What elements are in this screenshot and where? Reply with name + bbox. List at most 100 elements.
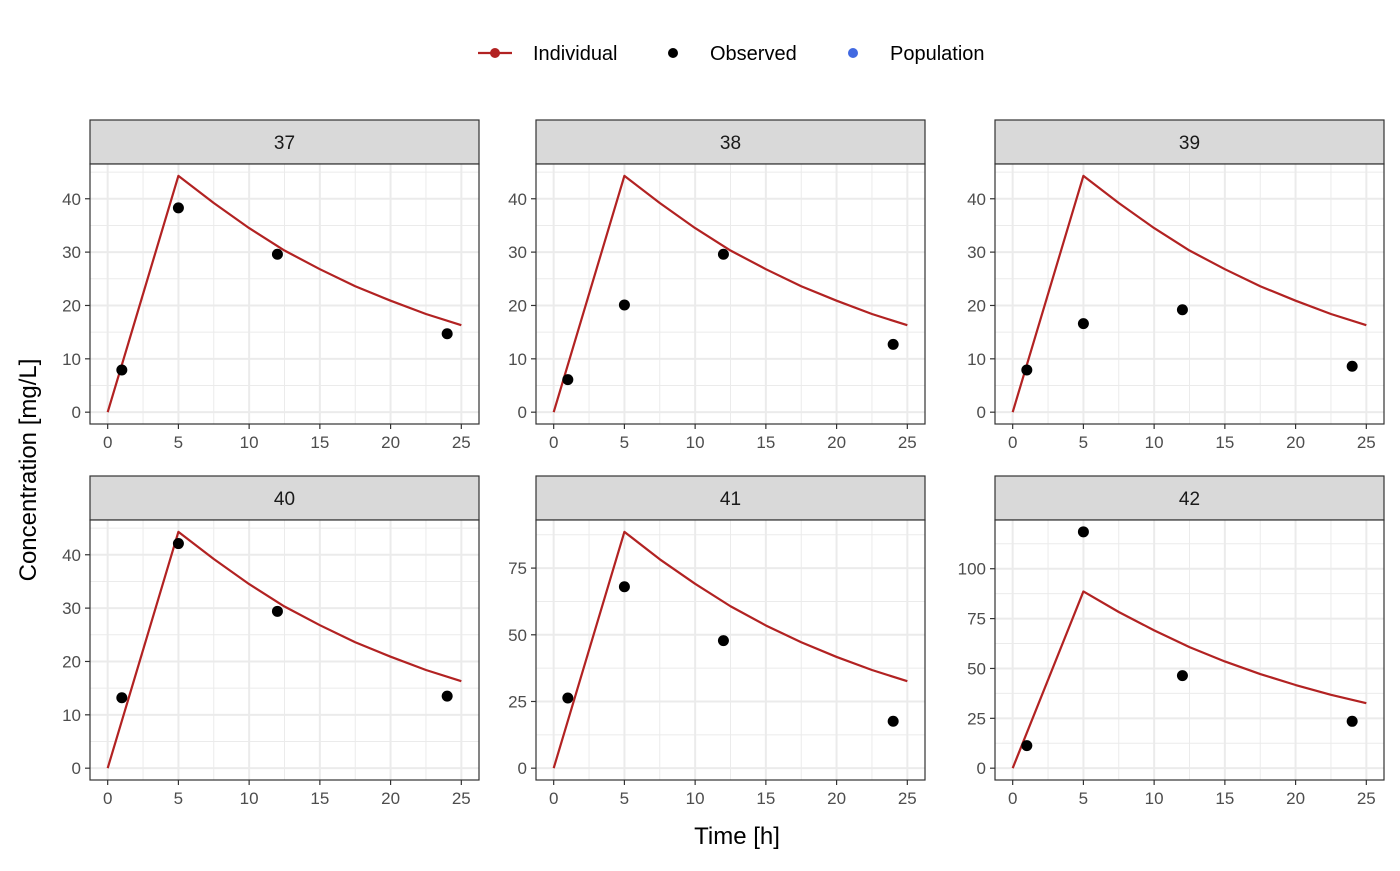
panel-37: 37 0 5 10 15 20 25 0 10 20 30 40 <box>62 119 480 452</box>
legend-label: Individual <box>533 43 618 65</box>
y-tick-label: 25 <box>967 709 986 728</box>
y-tick-label: 40 <box>508 190 527 209</box>
panel-40: 40 0 5 10 15 20 25 0 10 20 30 40 <box>62 475 480 808</box>
series-line-individual <box>1011 590 1367 769</box>
data-point-observed <box>887 338 899 350</box>
x-tick-label: 20 <box>1286 433 1305 452</box>
data-point-observed <box>562 374 574 386</box>
data-point-observed <box>1077 318 1089 330</box>
x-tick-label: 10 <box>240 789 259 808</box>
x-tick-label: 25 <box>1357 433 1376 452</box>
legend-label: Population <box>890 43 985 65</box>
facet-strip-label: 38 <box>720 133 741 154</box>
panel-border <box>89 163 480 425</box>
x-tick-label: 5 <box>620 789 629 808</box>
y-tick-label: 100 <box>958 560 986 579</box>
facet-strip-label: 40 <box>274 489 295 510</box>
y-tick-label: 0 <box>977 759 986 778</box>
x-tick-label: 25 <box>452 789 471 808</box>
x-tick-label: 15 <box>1215 433 1234 452</box>
panel-border <box>535 163 926 425</box>
data-point-observed <box>1176 304 1188 316</box>
y-tick-label: 0 <box>518 759 527 778</box>
x-tick-label: 5 <box>1079 789 1088 808</box>
y-tick-label: 10 <box>508 350 527 369</box>
y-tick-label: 50 <box>508 626 527 645</box>
y-tick-label: 75 <box>967 610 986 629</box>
x-tick-label: 25 <box>898 789 917 808</box>
data-point-observed <box>717 635 729 647</box>
y-tick-label: 10 <box>62 350 81 369</box>
y-tick-label: 25 <box>508 692 527 711</box>
facet-strip-label: 37 <box>274 133 295 154</box>
panel-border <box>994 519 1385 781</box>
y-tick-label: 20 <box>967 296 986 315</box>
y-tick-label: 0 <box>977 403 986 422</box>
facet-panels: 37 0 5 10 15 20 25 0 10 20 30 40 38 0 5 10 15 20 25 0 10 20 30… <box>62 119 1385 808</box>
x-tick-label: 0 <box>103 433 112 452</box>
facet-strip-label: 41 <box>720 489 741 510</box>
x-tick-label: 5 <box>620 433 629 452</box>
data-point-observed <box>271 605 283 617</box>
series-line-individual <box>552 174 908 413</box>
y-tick-label: 40 <box>62 190 81 209</box>
y-tick-label: 20 <box>62 652 81 671</box>
x-tick-label: 10 <box>1145 789 1164 808</box>
y-tick-label: 75 <box>508 559 527 578</box>
facet-strip <box>994 119 1385 165</box>
x-tick-label: 0 <box>1008 433 1017 452</box>
x-tick-label: 0 <box>549 433 558 452</box>
y-tick-label: 20 <box>508 296 527 315</box>
y-tick-label: 10 <box>62 706 81 725</box>
data-point-observed <box>271 248 283 260</box>
legend-point-swatch <box>490 48 500 58</box>
data-point-observed <box>717 248 729 260</box>
y-tick-label: 40 <box>967 190 986 209</box>
y-tick-label: 20 <box>62 296 81 315</box>
data-point-observed <box>172 202 184 214</box>
y-tick-label: 10 <box>967 350 986 369</box>
x-tick-label: 25 <box>898 433 917 452</box>
x-tick-label: 25 <box>452 433 471 452</box>
x-tick-label: 20 <box>381 789 400 808</box>
legend-item-observed: Observed <box>668 43 797 65</box>
gridlines <box>995 520 1384 780</box>
series-line-individual <box>106 174 462 413</box>
y-tick-label: 30 <box>62 599 81 618</box>
data-point-observed <box>441 328 453 340</box>
legend-point-swatch <box>848 48 858 58</box>
series-line-individual <box>1011 174 1367 413</box>
x-tick-label: 20 <box>827 789 846 808</box>
facet-strip <box>535 475 926 521</box>
y-tick-label: 30 <box>967 243 986 262</box>
x-tick-label: 20 <box>1286 789 1305 808</box>
data-point-observed <box>562 692 574 704</box>
data-point-observed <box>1346 715 1358 727</box>
data-point-observed <box>1176 670 1188 682</box>
y-tick-label: 0 <box>518 403 527 422</box>
x-tick-label: 15 <box>310 789 329 808</box>
data-point-observed <box>116 364 128 376</box>
x-tick-label: 25 <box>1357 789 1376 808</box>
legend-label: Observed <box>710 43 797 65</box>
data-point-observed <box>618 299 630 311</box>
data-point-observed <box>887 715 899 727</box>
facet-strip <box>89 475 480 521</box>
data-point-observed <box>116 692 128 704</box>
panel-border <box>994 163 1385 425</box>
x-tick-label: 5 <box>174 789 183 808</box>
x-tick-label: 0 <box>549 789 558 808</box>
y-tick-label: 30 <box>62 243 81 262</box>
panel-border <box>89 519 480 781</box>
x-tick-label: 10 <box>1145 433 1164 452</box>
panel-39: 39 0 5 10 15 20 25 0 10 20 30 40 <box>967 119 1385 452</box>
panel-41: 41 0 5 10 15 20 25 0 25 50 75 <box>508 475 926 808</box>
y-tick-label: 40 <box>62 546 81 565</box>
x-tick-label: 10 <box>240 433 259 452</box>
x-tick-label: 20 <box>381 433 400 452</box>
series-line-individual <box>552 530 908 769</box>
y-tick-label: 0 <box>72 403 81 422</box>
x-tick-label: 10 <box>686 433 705 452</box>
